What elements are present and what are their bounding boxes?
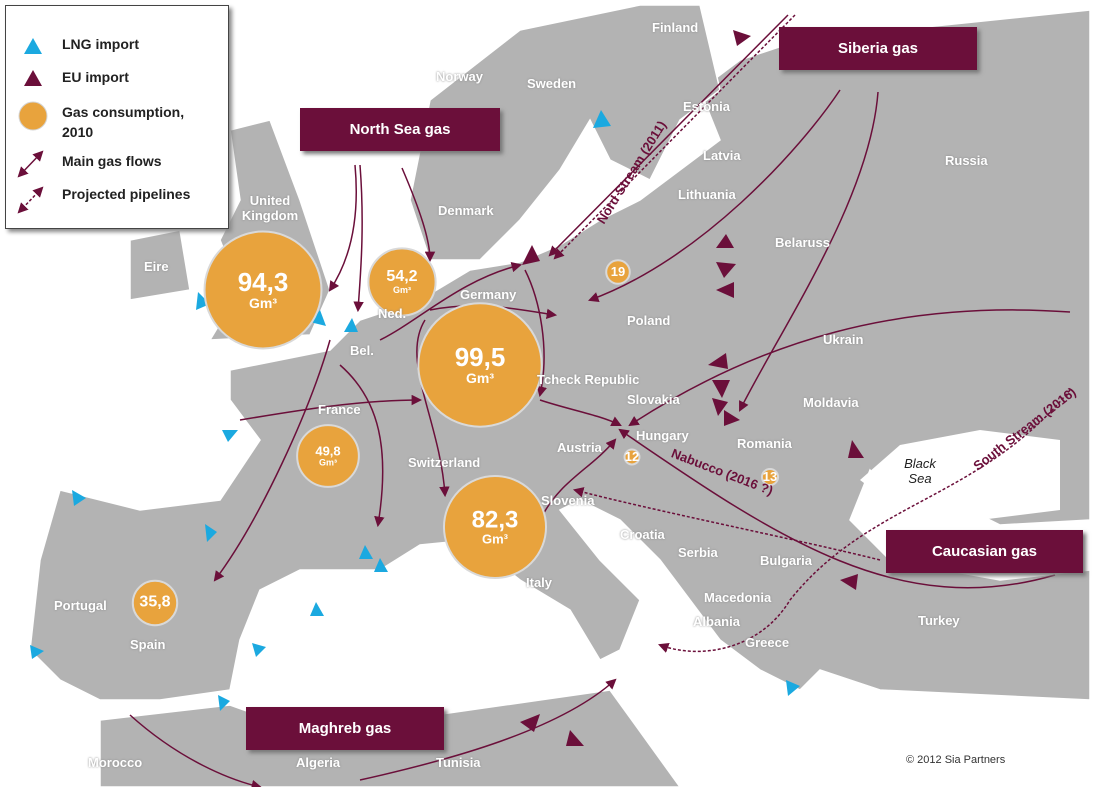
country-label: Norway: [436, 69, 483, 84]
country-label: Tcheck Republic: [537, 372, 640, 387]
country-label: Bulgaria: [760, 553, 813, 568]
country-label: Denmark: [438, 203, 494, 218]
legend-item: Main gas flows: [62, 153, 162, 169]
projected-pipelines: [553, 14, 1071, 653]
country-label: Morocco: [88, 755, 143, 770]
country-label: Lithuania: [678, 187, 736, 202]
bubble-unit: Gm³: [392, 284, 411, 295]
bubble-label: 54,2 Gm³: [386, 267, 418, 295]
country-label: Spain: [130, 637, 166, 652]
country-label: France: [318, 402, 361, 417]
country-label: Romania: [737, 436, 792, 451]
country-label: Ukrain: [823, 332, 864, 347]
legend: LNG import EU import Gas consumption, 20…: [5, 5, 229, 229]
country-label: Albania: [693, 614, 740, 629]
consumption-bubble: [760, 467, 780, 487]
country-label: Poland: [627, 313, 671, 328]
country-label: Portugal: [54, 598, 107, 613]
consumption-bubble: [417, 302, 543, 428]
bubble-value: 12: [624, 449, 640, 465]
country-label: United Kingdom: [241, 193, 299, 223]
bubble-value: 35,8: [139, 593, 171, 611]
country-label: Ned.: [378, 306, 407, 321]
bubble-label: 99,5 Gm³: [454, 342, 506, 387]
sea-label: Black Sea: [904, 456, 936, 486]
source-box: North Sea gas: [300, 108, 500, 151]
country-label: Turkey: [918, 613, 960, 628]
bubble-value: 49,8: [315, 443, 341, 459]
bubble-value: 19: [610, 264, 626, 280]
bubble-unit: Gm³: [319, 457, 337, 468]
country-label: Serbia: [678, 545, 718, 560]
country-label: Hungary: [636, 428, 689, 443]
consumption-bubble: [367, 247, 437, 317]
country-label: Moldavia: [803, 395, 859, 410]
country-label: Slovakia: [627, 392, 680, 407]
black-sea: [860, 430, 1060, 520]
source-box: Caucasian gas: [886, 530, 1083, 573]
consumption-bubble: [623, 448, 641, 466]
bubble-label: 94,3 Gm³: [237, 267, 289, 312]
consumption-bubble: [296, 424, 360, 488]
country-label: Tunisia: [436, 755, 481, 770]
gas-flows: [129, 14, 1071, 787]
consumption-bubble: [203, 230, 323, 350]
bubble-value: 99,5: [454, 342, 506, 373]
legend-symbols: [17, 38, 48, 214]
legend-item: LNG import: [62, 36, 139, 52]
country-label: Bel.: [350, 343, 374, 358]
country-label: Sweden: [527, 76, 577, 91]
source-box: Maghreb gas: [246, 707, 444, 750]
bubble-value: 94,3: [237, 267, 289, 298]
legend-item: Projected pipelines: [62, 186, 191, 202]
country-label: Greece: [745, 635, 790, 650]
country-label: Italy: [526, 575, 553, 590]
eu-imports: [520, 30, 864, 746]
country-label: Algeria: [296, 755, 341, 770]
bubble-value: 54,2: [386, 267, 418, 285]
country-label: Austria: [557, 440, 602, 455]
lng-imports: [30, 110, 800, 711]
copyright: © 2012 Sia Partners: [906, 754, 1006, 766]
bubble-label: 19: [611, 265, 625, 279]
country-label: Switzerland: [408, 455, 481, 470]
bubble-label: 49,8 Gm³: [315, 444, 340, 467]
country-label: Slovenia: [541, 493, 595, 508]
bubble-value: 82,3: [471, 506, 519, 534]
bubble-value: 13: [762, 469, 778, 485]
bubble-label: 82,3 Gm³: [471, 506, 519, 547]
consumption-bubbles: [131, 230, 780, 627]
bubble-unit: Gm³: [248, 295, 277, 312]
bubble-label: 13: [763, 470, 777, 484]
consumption-bubble: [131, 579, 179, 627]
legend-item: EU import: [62, 69, 129, 85]
country-label: Germany: [460, 287, 517, 302]
bubble-unit: Gm³: [482, 531, 508, 547]
country-label: Finland: [652, 20, 699, 35]
consumption-bubble: [442, 474, 548, 580]
country-label: Eire: [144, 259, 169, 274]
country-label: Croatia: [620, 527, 665, 542]
legend-item: Gas consumption, 2010: [62, 104, 185, 140]
country-label: Estonia: [683, 99, 730, 114]
bubble-unit: Gm³: [465, 370, 494, 387]
country-label: Russia: [945, 153, 988, 168]
bubble-label: 12: [625, 450, 639, 464]
source-box: Siberia gas: [779, 27, 977, 70]
consumption-bubble: [605, 259, 631, 285]
bubble-label: 35,8: [139, 593, 171, 612]
country-label: Belaruss: [775, 235, 830, 250]
country-label: Macedonia: [704, 590, 772, 605]
country-label: Latvia: [703, 148, 741, 163]
